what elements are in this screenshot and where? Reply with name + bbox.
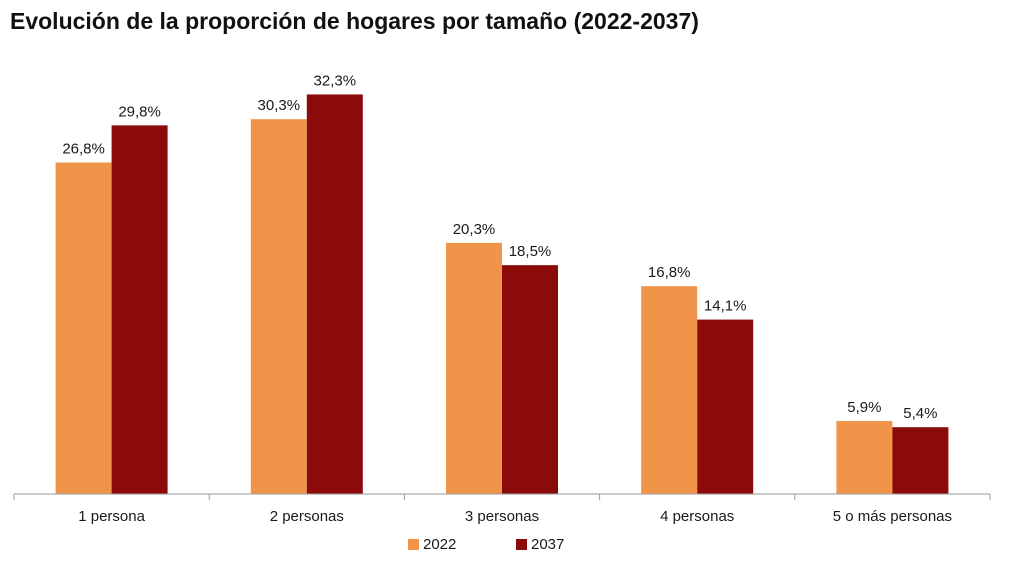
bar-2022-1 — [55, 162, 112, 494]
data-labels-layer: 26,8% 29,8% 30,3% 32,3% 20,3% 18,5% 16,8% 14,1%… — [62, 72, 937, 422]
data-label-2022-4: 16,8% — [648, 264, 691, 281]
bar-2022-4 — [641, 286, 698, 494]
legend: 2022 2037 — [408, 536, 564, 553]
bars-layer — [55, 94, 949, 495]
data-label-2037-2: 32,3% — [314, 72, 357, 89]
data-label-2037-5: 5,4% — [903, 405, 937, 422]
legend-label-2037: 2037 — [531, 536, 564, 553]
data-label-2022-2: 30,3% — [258, 97, 301, 114]
data-label-2022-5: 5,9% — [847, 399, 881, 416]
legend-swatch-2022 — [408, 539, 419, 550]
x-tick-label: 2 personas — [270, 508, 344, 525]
chart-title: Evolución de la proporción de hogares po… — [10, 8, 699, 34]
legend-label-2022: 2022 — [423, 536, 456, 553]
bar-2037-2 — [306, 94, 363, 494]
bar-2022-5 — [836, 421, 893, 494]
bar-2037-1 — [111, 125, 168, 495]
x-tick-label: 1 persona — [78, 508, 145, 525]
data-label-2022-3: 20,3% — [453, 221, 496, 238]
bar-2037-3 — [502, 265, 558, 494]
legend-swatch-2037 — [516, 539, 527, 550]
data-label-2037-3: 18,5% — [509, 243, 552, 260]
x-tick-label: 5 o más personas — [833, 508, 952, 525]
x-axis-ticks: 1 persona 2 personas 3 personas 4 personas 5… — [13, 494, 991, 525]
data-label-2037-1: 29,8% — [118, 103, 161, 120]
data-label-2037-4: 14,1% — [704, 298, 747, 315]
bar-2022-2 — [250, 119, 307, 495]
bar-2037-5 — [892, 427, 949, 494]
data-label-2022-1: 26,8% — [62, 140, 105, 157]
bar-2022-3 — [446, 242, 502, 494]
x-tick-label: 4 personas — [660, 508, 734, 525]
x-tick-label: 3 personas — [465, 508, 539, 525]
bar-2037-4 — [697, 319, 754, 494]
